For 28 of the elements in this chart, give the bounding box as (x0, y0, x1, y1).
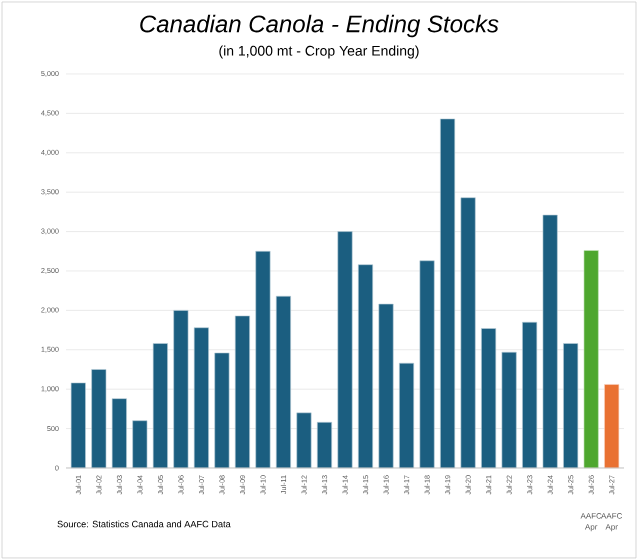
bar (132, 420, 148, 469)
bar (214, 352, 230, 469)
bar (563, 343, 579, 469)
bar (358, 264, 374, 469)
bar (522, 321, 538, 469)
bar (296, 412, 312, 469)
bar (70, 382, 86, 469)
bar (440, 118, 456, 469)
bar (583, 250, 599, 469)
bar (91, 369, 107, 469)
bar (234, 315, 250, 469)
bar (378, 303, 394, 469)
bar (604, 384, 620, 469)
bar (542, 214, 558, 469)
bar (275, 295, 291, 469)
bar (481, 328, 497, 469)
bar (399, 362, 415, 469)
bar (173, 310, 189, 469)
bar (255, 250, 271, 469)
bar (111, 398, 127, 469)
bar (152, 343, 168, 469)
bar (460, 197, 476, 469)
bar (337, 231, 353, 469)
bar (193, 327, 209, 469)
bar (419, 260, 435, 469)
bar (501, 351, 517, 469)
chart-title: Canadian Canola - Ending Stocks (140, 14, 499, 38)
bar (316, 421, 332, 469)
